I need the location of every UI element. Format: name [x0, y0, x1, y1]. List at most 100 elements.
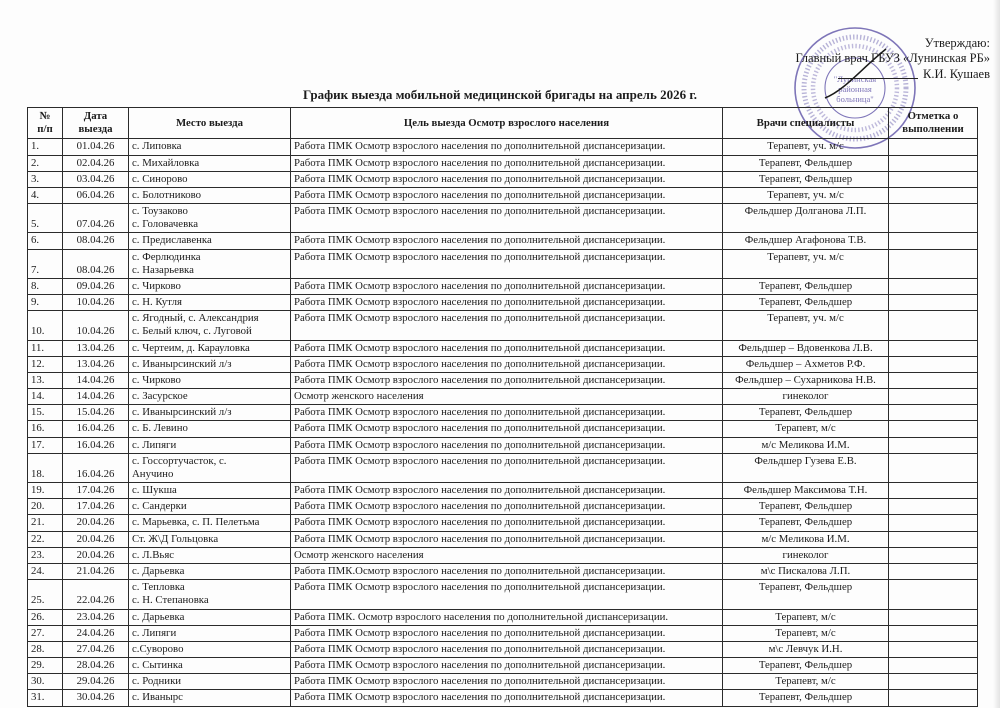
date-cell: 29.04.26	[62, 673, 129, 691]
mark-cell	[888, 657, 978, 675]
mark-cell	[888, 154, 978, 172]
mark-cell	[888, 579, 978, 610]
signature-line	[837, 77, 918, 79]
date-cell: 28.04.26	[62, 657, 129, 675]
row-number-cell: 19.	[27, 482, 63, 500]
table-row: 13. 14.04.26 с. Чирково Работа ПМК Осмотр в…	[27, 371, 978, 390]
schedule-table-container: № п/п Дата выезда Место выезда Цель выез…	[27, 106, 978, 707]
row-number-cell: 17.	[27, 436, 63, 454]
doctors-cell: Терапевт, Фельдшер	[722, 657, 889, 675]
date-cell: 20.04.26	[62, 546, 129, 564]
row-number-cell: 21.	[27, 514, 63, 532]
doctors-cell: м/с Меликова И.М.	[722, 530, 889, 548]
row-number-cell: 1.	[27, 138, 63, 156]
date-cell: 16.04.26	[62, 452, 129, 484]
row-number-cell: 18.	[27, 452, 63, 484]
table-row: 21. 20.04.26 с. Марьевка, с. П. Пелетьма Ра…	[27, 514, 978, 532]
purpose-cell: Работа ПМК Осмотр взрослого населения по…	[290, 498, 723, 516]
place-cell: с. Тоузаково с. Головачевка	[128, 203, 291, 234]
date-cell: 07.04.26	[62, 203, 129, 234]
table-row: 2. 02.04.26 с. Михайловка Работа ПМК Осмотр…	[27, 154, 978, 172]
mark-cell	[888, 186, 978, 205]
header-date: Дата выезда	[62, 106, 129, 140]
mark-cell	[888, 452, 978, 484]
date-cell: 13.04.26	[62, 355, 129, 373]
purpose-cell: Работа ПМК. Осмотр взрослого населения п…	[290, 608, 723, 626]
doctors-cell: Терапевт, м/с	[722, 673, 889, 691]
stamp-center-line3: больница"	[836, 94, 873, 104]
row-number-cell: 26.	[27, 608, 63, 626]
header-mark: Отметка о выполнении	[888, 106, 978, 140]
date-cell: 20.04.26	[62, 514, 129, 532]
table-row: 29. 28.04.26 с. Сытинка Работа ПМК Осмотр в…	[27, 657, 978, 675]
date-cell: 15.04.26	[62, 404, 129, 422]
purpose-cell: Работа ПМК Осмотр взрослого населения по…	[290, 339, 723, 357]
mark-cell	[888, 277, 978, 296]
table-row: 11. 13.04.26 с. Чертеим, д. Карауловка Рабо…	[27, 339, 978, 357]
doctors-cell: Терапевт, Фельдшер	[722, 689, 889, 707]
header-place: Место выезда	[128, 106, 291, 140]
row-number-cell: 2.	[27, 154, 63, 172]
mark-cell	[888, 294, 978, 312]
doctors-cell: Терапевт, уч. м/с	[722, 248, 889, 279]
purpose-cell: Работа ПМК Осмотр взрослого населения по…	[290, 248, 723, 279]
date-cell: 08.04.26	[62, 232, 129, 250]
row-number-cell: 3.	[27, 170, 63, 188]
purpose-cell: Работа ПМК Осмотр взрослого населения по…	[290, 154, 723, 172]
doctors-cell: Терапевт, Фельдшер	[722, 294, 889, 312]
doctors-cell: м/с Меликова И.М.	[722, 436, 889, 454]
table-row: 28. 27.04.26 с.Суворово Работа ПМК Осмотр в…	[27, 640, 978, 659]
place-cell: с. Иванырс	[128, 689, 291, 707]
table-row: 17. 16.04.26 с. Липяги Работа ПМК Осмотр вз…	[27, 436, 978, 454]
mark-cell	[888, 436, 978, 454]
place-cell: с. Ягодный, с. Александрия с. Белый ключ…	[128, 310, 291, 341]
row-number-cell: 23.	[27, 546, 63, 564]
place-cell: с. Иванырсинский л/з	[128, 404, 291, 422]
row-number-cell: 12.	[27, 355, 63, 373]
doctors-cell: Терапевт, м/с	[722, 420, 889, 438]
purpose-cell: Работа ПМК Осмотр взрослого населения по…	[290, 138, 723, 156]
place-cell: с. Липовка	[128, 138, 291, 156]
purpose-cell: Осмотр женского населения	[290, 546, 723, 564]
row-number-cell: 22.	[27, 530, 63, 548]
approval-chief-doctor: Главный врач ГБУЗ «Лунинская РБ»	[795, 51, 991, 66]
table-row: 20. 17.04.26 с. Сандерки Работа ПМК Осмотр …	[27, 498, 978, 516]
date-cell: 08.04.26	[62, 248, 129, 279]
purpose-cell: Работа ПМК Осмотр взрослого населения по…	[290, 673, 723, 691]
mark-cell	[888, 514, 978, 532]
doctors-cell: Терапевт, Фельдшер	[722, 277, 889, 296]
purpose-cell: Работа ПМК Осмотр взрослого населения по…	[290, 689, 723, 707]
table-row: 9. 10.04.26 с. Н. Кутля Работа ПМК Осмотр в…	[27, 294, 978, 312]
place-cell: с. Сандерки	[128, 498, 291, 516]
place-cell: с. Чирково	[128, 371, 291, 390]
scan-edge-shadow	[993, 0, 1000, 708]
row-number-cell: 27.	[27, 624, 63, 642]
purpose-cell: Работа ПМК Осмотр взрослого населения по…	[290, 371, 723, 390]
doctors-cell: Терапевт, м/с	[722, 624, 889, 642]
table-row: 23. 20.04.26 с. Л.Вьяс Осмотр женского насе…	[27, 546, 978, 564]
row-number-cell: 25.	[27, 579, 63, 610]
doctors-cell: Терапевт, Фельдшер	[722, 154, 889, 172]
place-cell: с. Л.Вьяс	[128, 546, 291, 564]
place-cell: с. Дарьевка	[128, 608, 291, 626]
date-cell: 14.04.26	[62, 388, 129, 406]
doctors-cell: гинеколог	[722, 546, 889, 564]
date-cell: 21.04.26	[62, 562, 129, 581]
place-cell: с. Засурское	[128, 388, 291, 406]
purpose-cell: Работа ПМК Осмотр взрослого населения по…	[290, 452, 723, 484]
mark-cell	[888, 562, 978, 581]
doctors-cell: Терапевт, Фельдшер	[722, 514, 889, 532]
mark-cell	[888, 355, 978, 373]
place-cell: с.Суворово	[128, 640, 291, 659]
purpose-cell: Осмотр женского населения	[290, 388, 723, 406]
purpose-cell: Работа ПМК Осмотр взрослого населения по…	[290, 640, 723, 659]
table-row: 14. 14.04.26 с. Засурское Осмотр женского н…	[27, 388, 978, 406]
mark-cell	[888, 138, 978, 156]
date-cell: 14.04.26	[62, 371, 129, 390]
place-cell: с. Синорово	[128, 170, 291, 188]
date-cell: 16.04.26	[62, 436, 129, 454]
header-purpose: Цель выезда Осмотр взрослого населения	[290, 106, 723, 140]
table-row: 18. 16.04.26 с. Госсортучасток, с. Анучино…	[27, 452, 978, 484]
row-number-cell: 4.	[27, 186, 63, 205]
